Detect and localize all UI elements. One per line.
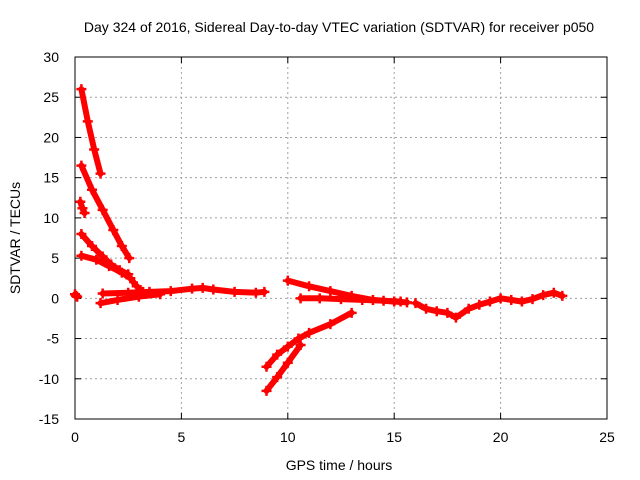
data-point [125,273,136,284]
data-point [557,290,568,301]
data-point [527,294,538,305]
data-point [91,254,102,265]
data-point [144,286,155,297]
x-tick-label: 0 [71,429,79,445]
data-point [197,282,208,293]
y-tick-label: -10 [39,371,59,387]
data-point [325,286,336,297]
data-point [378,295,389,306]
axis-ticks [74,56,608,420]
data-point [357,294,368,305]
x-tick-labels: 0 5 10 15 20 25 [71,429,615,445]
series-arc-8 [99,284,268,297]
y-tick-label: -15 [39,411,59,427]
data-point [282,275,293,286]
data-point [304,327,315,338]
x-tick-label: 5 [178,429,186,445]
data-point [346,307,357,318]
data-point [516,296,527,307]
data-point [259,286,270,297]
data-point [272,372,283,383]
series-arc-10 [263,342,304,394]
data-point [272,349,283,360]
y-tick-label: 30 [43,49,59,65]
data-point [97,204,108,215]
y-tick-label: 0 [51,290,59,306]
data-point [108,224,119,235]
data-point [484,296,495,307]
data-point [421,303,432,314]
data-point [104,261,115,272]
data-point [82,116,93,127]
data-point [124,253,135,264]
data-point [295,293,306,304]
y-tick-label: 10 [43,210,59,226]
data-point [548,287,559,298]
data-point [76,250,87,261]
data-point [495,293,506,304]
x-tick-label: 10 [280,429,296,445]
x-axis-label: GPS time / hours [286,457,393,473]
data-point [314,293,325,304]
data-point [506,294,517,305]
series-group [70,84,568,396]
data-point [72,291,83,302]
data-point [395,296,406,307]
data-point [336,294,346,305]
plot-frame [74,56,608,420]
data-point [538,290,549,301]
data-point [97,288,108,299]
data-point [208,284,219,295]
data-point [79,208,90,219]
data-point [76,160,87,171]
x-tick-label: 15 [386,429,402,445]
data-point [112,294,123,305]
data-point [293,333,304,344]
y-tick-label: -5 [47,331,60,347]
data-point [442,307,453,318]
data-point [87,241,98,252]
y-axis-label: SDTVAR / TECUs [7,182,23,294]
data-point [165,286,176,297]
y-tick-label: 25 [43,89,59,105]
data-point [123,287,134,298]
data-point [229,286,240,297]
data-point [116,241,127,252]
data-point [282,341,293,352]
data-point [304,281,315,292]
data-point [282,357,293,368]
y-tick-label: 15 [43,170,59,186]
data-point [75,196,86,207]
y-tick-label: 20 [43,129,59,145]
data-point [463,303,474,314]
data-point [89,144,100,155]
data-point [116,267,127,278]
data-point [325,319,336,330]
data-point [261,361,272,372]
data-point [187,283,198,294]
data-point [95,298,106,309]
data-point [295,339,306,350]
data-point [250,287,261,298]
series-arc-9 [263,309,355,370]
x-tick-label: 20 [493,429,509,445]
data-point [76,84,87,95]
chart-title: Day 324 of 2016, Sidereal Day-to-day VTE… [84,19,594,35]
data-point [87,184,98,195]
data-point [95,168,106,179]
data-point [76,228,87,239]
data-point [474,299,485,310]
data-point [261,385,272,396]
data-point [431,306,442,317]
x-tick-label: 25 [599,429,615,445]
series-arc-1 [78,86,104,177]
grid [75,57,607,419]
data-point [450,312,461,323]
y-tick-label: 5 [51,250,59,266]
y-tick-labels: -15 -10 -5 0 5 10 15 20 25 30 [39,49,59,427]
data-point [410,298,421,309]
